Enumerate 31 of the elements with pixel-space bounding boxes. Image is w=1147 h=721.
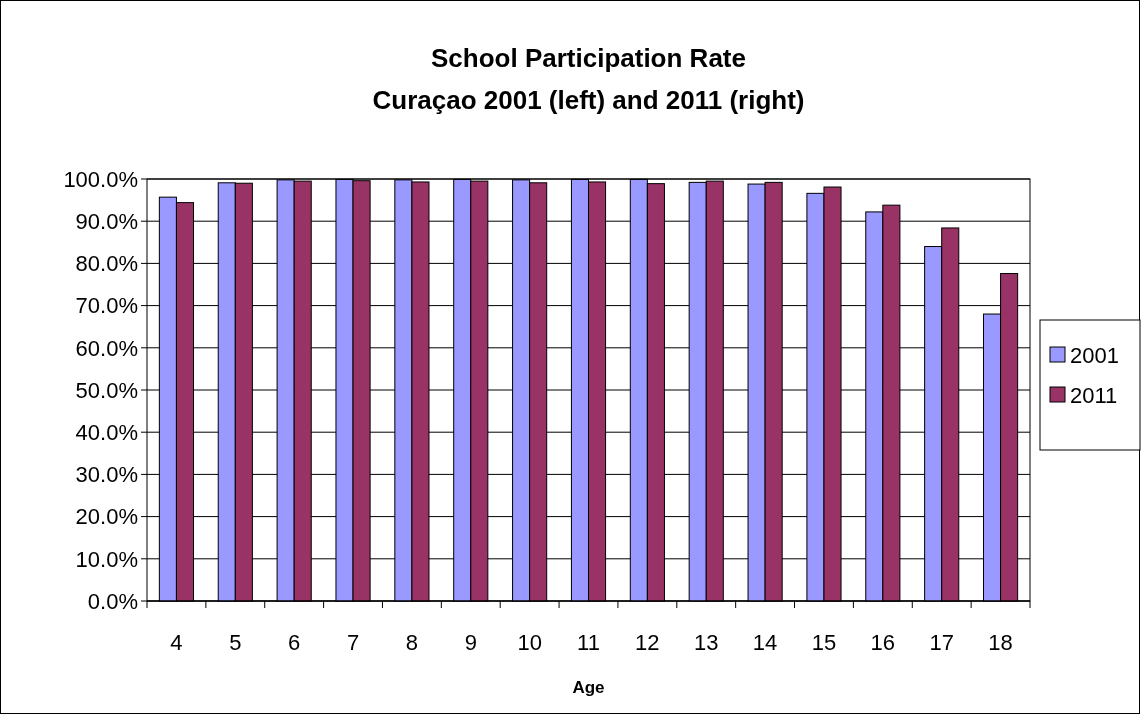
x-tick-label: 14 [752, 630, 778, 655]
chart-subtitle: Curaçao 2001 (left) and 2011 (right) [372, 85, 805, 115]
chart-title: School Participation Rate [431, 43, 746, 73]
y-tick-label: 100.0% [63, 166, 138, 192]
x-tick-label: 18 [988, 630, 1013, 655]
y-tick-label: 60.0% [75, 335, 138, 361]
x-tick-label: 17 [929, 630, 954, 655]
y-tick-label: 20.0% [75, 504, 138, 530]
y-tick-label: 80.0% [75, 251, 138, 277]
y-tick-label: 50.0% [75, 377, 138, 403]
x-tick-label: 12 [635, 630, 660, 655]
x-tick-label: 16 [870, 630, 896, 655]
y-tick-label: 30.0% [75, 462, 138, 488]
y-tick-label: 70.0% [75, 293, 138, 319]
x-tick-label: 7 [346, 630, 360, 655]
legend-label: 2011 [1070, 382, 1118, 408]
x-tick-label: 8 [405, 630, 419, 655]
y-tick-label: 10.0% [75, 546, 138, 572]
legend-label: 2001 [1070, 342, 1119, 368]
x-tick-label: 5 [229, 630, 242, 655]
x-tick-label: 11 [577, 630, 600, 655]
x-tick-label: 6 [288, 630, 301, 655]
x-axis-title: Age [572, 678, 605, 697]
y-tick-label: 90.0% [75, 208, 138, 234]
y-tick-label: 0.0% [87, 588, 138, 614]
x-tick-label: 15 [811, 630, 837, 655]
x-tick-label: 4 [170, 630, 183, 655]
x-tick-label: 13 [693, 630, 719, 655]
x-tick-label: 10 [517, 630, 542, 655]
y-tick-label: 40.0% [75, 419, 138, 445]
x-tick-label: 9 [464, 630, 477, 655]
